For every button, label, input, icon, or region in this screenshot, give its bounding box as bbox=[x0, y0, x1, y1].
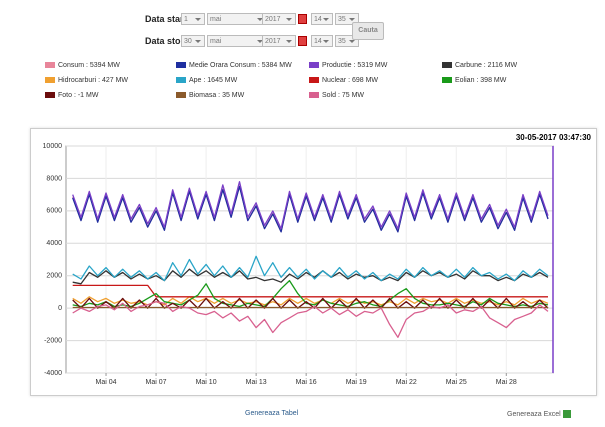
series-line bbox=[72, 181, 549, 230]
y-tick-label: 8000 bbox=[46, 175, 62, 182]
x-tick-label: Mai 16 bbox=[296, 379, 317, 386]
y-tick-label: 6000 bbox=[46, 208, 62, 215]
select[interactable]: 14 bbox=[311, 35, 333, 47]
legend-swatch bbox=[45, 62, 55, 69]
y-tick-label: -4000 bbox=[44, 370, 62, 377]
legend-label: Medie Orara Consum : 5384 MW bbox=[189, 62, 292, 69]
excel-icon[interactable] bbox=[562, 410, 571, 418]
legend-entry: Ape : 1645 MW bbox=[176, 77, 237, 84]
generate-table-link[interactable]: Genereaza Tabel bbox=[245, 410, 299, 417]
legend-swatch bbox=[309, 62, 319, 69]
legend-entry: Biomasa : 35 MW bbox=[176, 92, 244, 99]
legend-entry: Sold : 75 MW bbox=[309, 92, 364, 99]
legend-entry: Carbune : 2116 MW bbox=[442, 62, 517, 69]
calendar-icon[interactable] bbox=[298, 14, 307, 24]
excel-label[interactable]: Genereaza Excel bbox=[507, 410, 561, 418]
legend-swatch bbox=[45, 92, 55, 99]
legend-entry: Consum : 5394 MW bbox=[45, 62, 120, 69]
legend-entry: Eolian : 398 MW bbox=[442, 77, 506, 84]
select[interactable]: 2017 bbox=[262, 13, 296, 25]
series-line bbox=[72, 185, 549, 233]
legend-label: Eolian : 398 MW bbox=[455, 77, 507, 84]
x-tick-label: Mai 10 bbox=[196, 379, 217, 386]
x-tick-label: Mai 19 bbox=[346, 379, 367, 386]
y-tick-label: 4000 bbox=[46, 240, 62, 247]
legend-label: Ape : 1645 MW bbox=[189, 77, 238, 84]
x-tick-label: Mai 25 bbox=[446, 379, 467, 386]
legend-entry: Hidrocarburi : 427 MW bbox=[45, 77, 128, 84]
legend-swatch bbox=[45, 77, 55, 84]
x-tick-label: Mai 13 bbox=[246, 379, 267, 386]
x-tick-label: Mai 04 bbox=[96, 379, 117, 386]
y-tick-label: 0 bbox=[58, 305, 62, 312]
select[interactable]: 30 bbox=[181, 35, 205, 47]
search-button[interactable]: Cauta bbox=[352, 22, 384, 40]
y-tick-label: 2000 bbox=[46, 273, 62, 280]
legend-label: Foto : -1 MW bbox=[58, 92, 99, 99]
legend-swatch bbox=[442, 62, 452, 69]
legend-label: Biomasa : 35 MW bbox=[189, 92, 245, 99]
legend-entry: Foto : -1 MW bbox=[45, 92, 98, 99]
legend-label: Nuclear : 698 MW bbox=[322, 77, 379, 84]
legend-label: Consum : 5394 MW bbox=[58, 62, 120, 69]
series-line bbox=[72, 301, 549, 338]
date-label: Data start bbox=[145, 14, 187, 24]
series-line bbox=[72, 284, 548, 298]
select[interactable]: mai bbox=[207, 35, 267, 47]
timestamp: 30-05-2017 03:47:30 bbox=[516, 133, 592, 142]
date-label: Data stop bbox=[145, 36, 187, 46]
y-tick-label: 10000 bbox=[43, 143, 63, 150]
legend-entry: Productie : 5319 MW bbox=[309, 62, 387, 69]
legend-entry: Nuclear : 698 MW bbox=[309, 77, 378, 84]
legend-label: Productie : 5319 MW bbox=[322, 62, 388, 69]
x-tick-label: Mai 28 bbox=[496, 379, 517, 386]
select[interactable]: 14 bbox=[311, 13, 333, 25]
legend-label: Hidrocarburi : 427 MW bbox=[58, 77, 129, 84]
legend-label: Sold : 75 MW bbox=[322, 92, 365, 99]
legend-swatch bbox=[442, 77, 452, 84]
legend-swatch bbox=[176, 77, 186, 84]
x-tick-label: Mai 22 bbox=[396, 379, 417, 386]
plot-area bbox=[65, 145, 554, 374]
select[interactable]: 2017 bbox=[262, 35, 296, 47]
calendar-icon[interactable] bbox=[298, 36, 307, 46]
legend-swatch bbox=[176, 92, 186, 99]
y-tick-label: -2000 bbox=[44, 337, 62, 344]
legend-label: Carbune : 2116 MW bbox=[455, 62, 518, 69]
legend-swatch bbox=[309, 92, 319, 99]
series-line bbox=[72, 255, 549, 282]
legend-swatch bbox=[176, 62, 186, 69]
legend-entry: Medie Orara Consum : 5384 MW bbox=[176, 62, 292, 69]
generate-excel-link[interactable]: Genereaza Excel bbox=[507, 410, 571, 418]
x-tick-label: Mai 07 bbox=[146, 379, 167, 386]
select[interactable]: 1 bbox=[181, 13, 205, 25]
legend-swatch bbox=[309, 77, 319, 84]
chart: 30-05-2017 03:47:30 -4000 -2000 0 2000 4000 6… bbox=[43, 133, 592, 386]
chart-box: 30-05-2017 03:47:30 -4000 -2000 0 2000 4000 6… bbox=[30, 128, 597, 396]
select[interactable]: mai bbox=[207, 13, 267, 25]
